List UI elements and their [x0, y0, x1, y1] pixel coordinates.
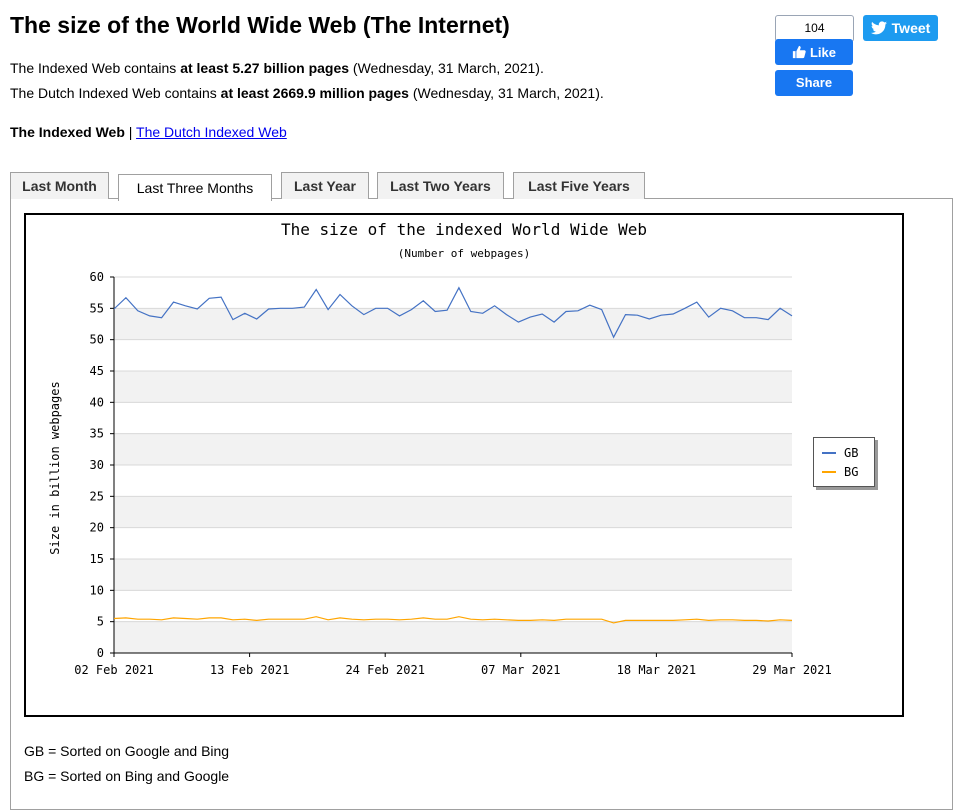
x-ticks: 02 Feb 2021 13 Feb 2021 24 Feb 2021 07 Mar … [74, 653, 832, 677]
chart-series [113, 286, 793, 624]
chart-legend: GB BG [813, 437, 875, 487]
y-tick-label: 45 [90, 364, 104, 378]
indexed-web-stat-prefix: The Indexed Web contains [10, 60, 181, 76]
legend-swatch-bg [822, 471, 836, 473]
chart-band [114, 371, 792, 403]
y-tick-label: 55 [90, 301, 104, 315]
thumbs-up-icon [792, 45, 806, 59]
dutch-web-stat-date: (Wednesday, 31 March, 2021). [408, 85, 604, 101]
series-line-gb [113, 286, 793, 339]
tweet-button[interactable]: Tweet [863, 15, 938, 41]
x-tick-label: 24 Feb 2021 [345, 663, 424, 677]
y-axis-label: Size in billion webpages [48, 381, 62, 554]
chart-band [114, 621, 792, 653]
chart-title: The size of the indexed World Wide Web [281, 220, 647, 239]
gb-explanation: GB = Sorted on Google and Bing [24, 743, 230, 759]
y-tick-label: 35 [90, 427, 104, 441]
legend-swatch-gb [822, 452, 836, 454]
x-tick-label: 13 Feb 2021 [210, 663, 289, 677]
dutch-web-stat-value: at least 2669.9 million pages [220, 85, 409, 101]
dutch-web-stat-prefix: The Dutch Indexed Web contains [10, 85, 221, 101]
y-tick-label: 0 [97, 646, 104, 660]
x-tick-label: 18 Mar 2021 [617, 663, 696, 677]
y-tick-label: 10 [90, 583, 104, 597]
series-line-bg [113, 616, 793, 624]
y-tick-label: 60 [90, 270, 104, 284]
chart-bands [114, 308, 792, 653]
indexed-web-stat-value: at least 5.27 billion pages [180, 60, 350, 76]
y-tick-label: 20 [90, 521, 104, 535]
x-tick-label: 07 Mar 2021 [481, 663, 560, 677]
twitter-bird-icon [870, 21, 887, 35]
like-label: Like [809, 44, 836, 60]
legend-label-bg: BG [844, 465, 859, 479]
legend-label-gb: GB [844, 446, 859, 460]
y-tick-label: 30 [90, 458, 104, 472]
bg-explanation: BG = Sorted on Bing and Google [24, 768, 230, 784]
current-web-label: The Indexed Web [10, 124, 125, 140]
web-selector: The Indexed Web | The Dutch Indexed Web [10, 124, 287, 140]
tab-last-year[interactable]: Last Year [281, 172, 369, 199]
x-tick-label: 29 Mar 2021 [752, 663, 831, 677]
y-tick-label: 15 [90, 552, 104, 566]
facebook-like-button[interactable]: Like [775, 39, 853, 65]
tab-last-two-years[interactable]: Last Two Years [377, 172, 504, 199]
tab-last-month[interactable]: Last Month [10, 172, 109, 199]
dutch-web-link[interactable]: The Dutch Indexed Web [136, 124, 287, 140]
facebook-share-button[interactable]: Share [775, 70, 853, 96]
y-tick-label: 40 [90, 395, 104, 409]
like-count-bubble: 104 [775, 15, 854, 42]
chart-band [114, 496, 792, 528]
page-title: The size of the World Wide Web (The Inte… [10, 12, 510, 38]
link-separator: | [124, 124, 137, 140]
x-tick-label: 02 Feb 2021 [74, 663, 153, 677]
legend-item-gb: GB [822, 446, 858, 460]
y-tick-label: 25 [90, 489, 104, 503]
tweet-label: Tweet [891, 20, 931, 36]
chart-subtitle: (Number of webpages) [398, 247, 530, 260]
tab-last-five-years[interactable]: Last Five Years [513, 172, 645, 199]
y-ticks: 0 5 10 15 20 25 30 35 40 45 50 55 60 [90, 270, 114, 660]
legend-item-bg: BG [822, 465, 858, 479]
y-tick-label: 50 [90, 333, 104, 347]
chart: 0 5 10 15 20 25 30 35 40 45 50 55 60 02 Feb 2021 13 F… [24, 213, 904, 717]
chart-band [114, 559, 792, 591]
dutch-web-stat: The Dutch Indexed Web contains at least … [10, 85, 604, 101]
chart-svg: 0 5 10 15 20 25 30 35 40 45 50 55 60 02 Feb 2021 13 F… [48, 220, 832, 677]
tab-last-three-months[interactable]: Last Three Months [118, 174, 272, 201]
indexed-web-stat-date: (Wednesday, 31 March, 2021). [349, 60, 544, 76]
chart-band [114, 433, 792, 465]
indexed-web-stat: The Indexed Web contains at least 5.27 b… [10, 60, 544, 76]
y-tick-label: 5 [97, 615, 104, 629]
chart-band [114, 308, 792, 340]
